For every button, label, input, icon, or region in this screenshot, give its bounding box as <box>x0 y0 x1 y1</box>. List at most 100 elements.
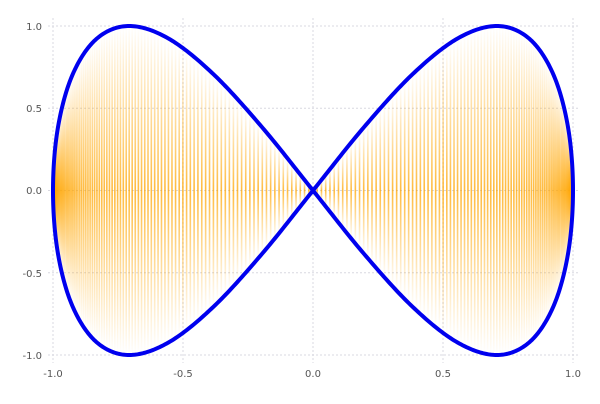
y-tick-label: -0.5 <box>22 269 42 280</box>
fill-stripe <box>521 33 523 190</box>
fill-stripe <box>154 32 156 191</box>
fill-stripe <box>379 191 381 273</box>
fill-stripe <box>464 35 466 191</box>
fill-stripe <box>547 191 549 318</box>
fill-stripe <box>237 99 239 190</box>
fill-stripe <box>253 191 255 264</box>
fill-stripe <box>346 191 348 234</box>
fill-stripe <box>350 191 352 239</box>
fill-stripe <box>549 67 551 191</box>
fill-stripe <box>193 57 195 191</box>
y-tick-label: -1.0 <box>22 351 42 362</box>
fill-stripe <box>249 113 251 190</box>
fill-stripe <box>125 191 127 355</box>
fill-stripe <box>89 191 91 336</box>
fill-stripe <box>477 191 479 352</box>
fill-stripe <box>508 27 510 190</box>
fill-stripe <box>367 123 369 191</box>
fill-stripe <box>404 191 406 300</box>
fill-stripe <box>175 43 177 191</box>
fill-stripe <box>496 191 498 356</box>
fill-stripe <box>92 43 94 191</box>
fill-stripe <box>460 191 462 345</box>
fill-stripe <box>439 191 441 331</box>
fill-stripe <box>557 191 559 295</box>
fill-stripe <box>342 191 344 228</box>
fill-stripe <box>233 191 235 287</box>
fill-stripe <box>477 29 479 190</box>
fill-stripe <box>151 30 153 190</box>
fill-stripe <box>333 164 335 191</box>
fill-stripe <box>197 60 199 190</box>
fill-stripe <box>416 71 418 191</box>
fill-stripe <box>541 191 543 328</box>
fill-stripe <box>109 191 111 351</box>
fill-stripe <box>101 35 103 191</box>
fill-stripe <box>241 104 243 191</box>
fill-stripe <box>558 90 560 190</box>
fill-stripe <box>229 191 231 291</box>
fill-stripe <box>487 191 489 355</box>
fill-stripe <box>69 82 71 191</box>
fill-stripe <box>168 191 170 343</box>
fill-stripe <box>72 191 74 307</box>
fill-stripe <box>531 191 533 341</box>
fill-stripe <box>164 37 166 191</box>
x-tick-label: 0.0 <box>305 369 321 380</box>
fill-stripe <box>396 90 398 190</box>
fill-stripe <box>535 191 537 336</box>
fill-stripe <box>539 191 541 331</box>
fill-stripe <box>106 191 108 350</box>
fill-stripe <box>363 127 365 190</box>
fill-stripe <box>171 41 173 191</box>
fill-stripe <box>480 28 482 190</box>
fill-stripe <box>257 123 259 191</box>
fill-stripe <box>457 191 459 343</box>
fill-stripe <box>141 27 143 190</box>
fill-stripe <box>74 71 76 191</box>
fill-stripe <box>147 191 149 352</box>
fill-stripe <box>157 191 159 348</box>
fill-stripe <box>474 191 476 351</box>
fill-stripe <box>83 191 85 328</box>
fill-stripe <box>190 191 192 328</box>
fill-stripe <box>510 28 512 190</box>
fill-stripe <box>359 191 361 249</box>
fill-stripe <box>528 39 530 191</box>
fill-stripe <box>371 118 373 191</box>
fill-stripe <box>355 137 357 190</box>
fill-stripe <box>245 191 247 273</box>
fill-stripe <box>262 191 264 254</box>
fill-stripe <box>287 158 289 190</box>
fill-stripe <box>253 118 255 191</box>
fill-stripe <box>388 99 390 190</box>
fill-stripe <box>225 86 227 190</box>
fill-stripe <box>131 191 133 355</box>
fill-stripe <box>471 32 473 191</box>
fill-stripe <box>450 43 452 191</box>
fill-stripe <box>427 191 429 321</box>
fill-stripe <box>209 191 211 311</box>
fill-stripe <box>408 191 410 304</box>
fill-stripe <box>182 48 184 190</box>
fill-stripe <box>221 191 223 300</box>
fill-stripe <box>75 67 77 191</box>
fill-stripe <box>283 191 285 228</box>
fill-stripe <box>388 191 390 282</box>
fill-stripe <box>117 191 119 354</box>
fill-stripe <box>164 191 166 345</box>
fill-stripe <box>161 35 163 191</box>
fill-stripe <box>193 191 195 325</box>
fill-stripe <box>446 191 448 336</box>
fill-stripe <box>375 113 377 190</box>
fill-stripe <box>70 191 72 304</box>
fill-stripe <box>363 191 365 254</box>
fill-stripe <box>526 191 528 345</box>
fill-stripe <box>287 191 289 223</box>
fill-stripe <box>333 191 335 218</box>
fill-stripe <box>457 39 459 191</box>
fill-stripe <box>499 191 501 355</box>
fill-stripe <box>85 191 87 331</box>
fill-stripe <box>144 191 146 353</box>
